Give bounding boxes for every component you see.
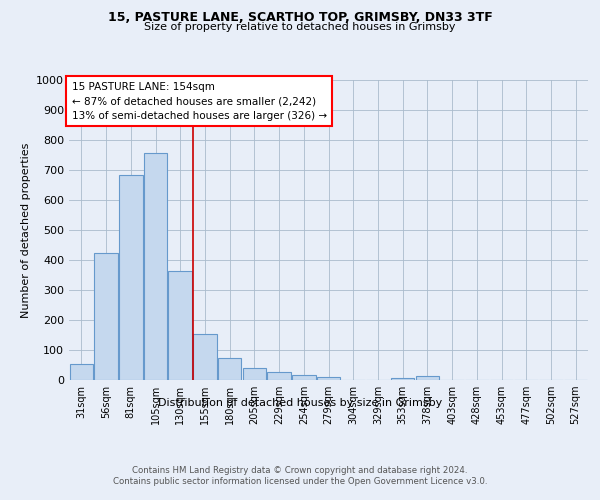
Text: Contains HM Land Registry data © Crown copyright and database right 2024.: Contains HM Land Registry data © Crown c…: [132, 466, 468, 475]
Bar: [292, 374, 316, 380]
Bar: [268, 372, 291, 380]
Bar: [317, 376, 340, 380]
Text: Size of property relative to detached houses in Grimsby: Size of property relative to detached ho…: [144, 22, 456, 32]
Bar: [242, 368, 266, 380]
Bar: [391, 378, 415, 380]
Bar: [416, 376, 439, 380]
Bar: [169, 272, 192, 380]
Bar: [119, 174, 143, 380]
Bar: [94, 254, 118, 380]
Bar: [218, 358, 241, 380]
Text: Contains public sector information licensed under the Open Government Licence v3: Contains public sector information licen…: [113, 477, 487, 486]
Y-axis label: Number of detached properties: Number of detached properties: [20, 142, 31, 318]
Text: 15, PASTURE LANE, SCARTHO TOP, GRIMSBY, DN33 3TF: 15, PASTURE LANE, SCARTHO TOP, GRIMSBY, …: [107, 11, 493, 24]
Text: 15 PASTURE LANE: 154sqm
← 87% of detached houses are smaller (2,242)
13% of semi: 15 PASTURE LANE: 154sqm ← 87% of detache…: [71, 82, 327, 121]
Text: Distribution of detached houses by size in Grimsby: Distribution of detached houses by size …: [158, 398, 442, 407]
Bar: [193, 334, 217, 380]
Bar: [70, 364, 93, 380]
Bar: [144, 152, 167, 380]
